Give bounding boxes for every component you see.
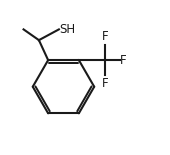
Text: F: F (120, 54, 127, 67)
Text: SH: SH (60, 23, 76, 36)
Text: F: F (102, 77, 108, 90)
Text: F: F (102, 30, 108, 43)
